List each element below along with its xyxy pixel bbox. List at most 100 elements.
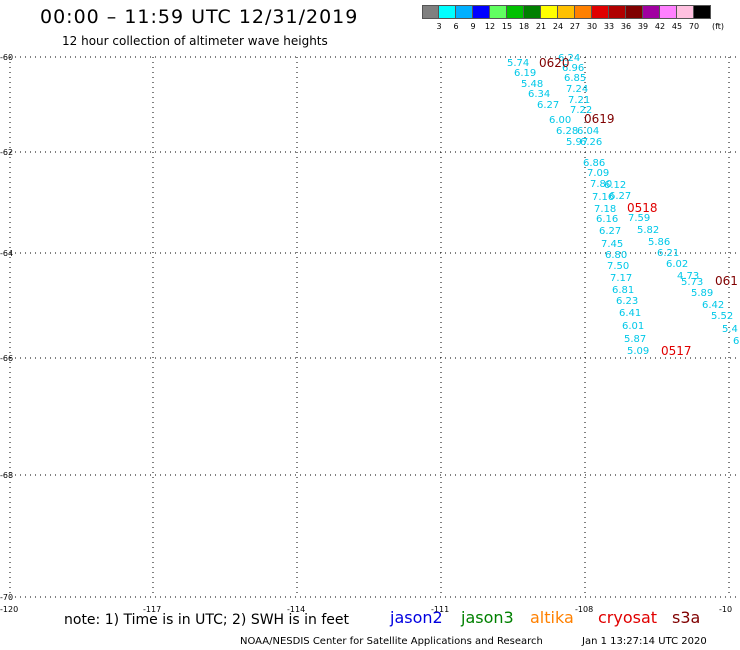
wave-height-value: 5.74 bbox=[507, 58, 529, 69]
color-scale-label: 24 bbox=[552, 22, 564, 31]
color-scale-swatch bbox=[490, 5, 507, 19]
color-scale-label: 21 bbox=[535, 22, 547, 31]
wave-height-value: 6.96 bbox=[562, 63, 584, 74]
wave-height-value: 4.73 bbox=[677, 271, 699, 282]
color-scale-swatch bbox=[422, 5, 439, 19]
wave-height-value: 6.26 bbox=[580, 137, 602, 148]
wave-height-value: 5.48 bbox=[521, 79, 543, 90]
track-time-label: 0619 bbox=[584, 112, 615, 126]
track-time-label: 0517 bbox=[661, 344, 692, 358]
wave-height-value: 6.04 bbox=[577, 126, 599, 137]
color-scale-label: 15 bbox=[501, 22, 513, 31]
wave-height-value: 7.16 bbox=[592, 192, 614, 203]
wave-height-value: 6.00 bbox=[549, 115, 571, 126]
color-scale-swatch bbox=[456, 5, 473, 19]
color-scale-swatch bbox=[439, 5, 456, 19]
color-scale-swatch bbox=[626, 5, 643, 19]
satellite-legend-s3a: s3a bbox=[672, 608, 701, 627]
generated-timestamp: Jan 1 13:27:14 UTC 2020 bbox=[582, 636, 707, 647]
credit-line: NOAA/NESDIS Center for Satellite Applica… bbox=[240, 636, 543, 647]
wave-height-value: 5.86 bbox=[648, 237, 670, 248]
satellite-legend-jason2: jason2 bbox=[390, 608, 443, 627]
color-scale-label: 12 bbox=[484, 22, 496, 31]
color-scale-label: 45 bbox=[671, 22, 683, 31]
wave-height-value: 6 bbox=[733, 336, 739, 347]
wave-height-value: 6.80 bbox=[605, 250, 627, 261]
color-scale-swatch bbox=[592, 5, 609, 19]
longitude-label: -108 bbox=[575, 605, 593, 614]
wave-height-value: 6.12 bbox=[604, 180, 626, 191]
wave-height-value: 5.52 bbox=[711, 311, 733, 322]
wave-height-value: 6.23 bbox=[616, 296, 638, 307]
satellite-legend-altika: altika bbox=[530, 608, 574, 627]
longitude-label: -111 bbox=[431, 605, 449, 614]
wave-height-value: 7.18 bbox=[594, 204, 616, 215]
latitude-label: -62 bbox=[0, 148, 13, 157]
wave-height-value: 7.09 bbox=[587, 168, 609, 179]
longitude-label: -120 bbox=[0, 605, 18, 614]
wave-height-value: 7.45 bbox=[601, 239, 623, 250]
wave-height-value: 7.21 bbox=[568, 95, 590, 106]
color-scale-label: 42 bbox=[654, 22, 666, 31]
wave-height-value: 5.82 bbox=[637, 225, 659, 236]
color-scale-label: 18 bbox=[518, 22, 530, 31]
wave-height-value: 5.87 bbox=[624, 334, 646, 345]
color-scale-label: 70 bbox=[688, 22, 700, 31]
longitude-label: -10 bbox=[719, 605, 732, 614]
wave-height-value: 6.42 bbox=[702, 300, 724, 311]
wave-height-value: 5.4 bbox=[722, 324, 738, 335]
color-scale-swatch bbox=[575, 5, 592, 19]
color-scale-swatch bbox=[541, 5, 558, 19]
wave-height-value: 7.24 bbox=[566, 84, 588, 95]
wave-height-value: 6.27 bbox=[537, 100, 559, 111]
wave-height-value: 7.17 bbox=[610, 273, 632, 284]
longitude-label: -114 bbox=[287, 605, 305, 614]
color-scale-swatch bbox=[609, 5, 626, 19]
track-labels: 0620 0619 0518 0517 061 bbox=[539, 56, 738, 358]
wave-height-value: 6.21 bbox=[657, 248, 679, 259]
color-scale-label: 6 bbox=[453, 22, 459, 31]
longitude-label: -117 bbox=[143, 605, 161, 614]
color-scale-swatch bbox=[694, 5, 711, 19]
wave-height-value: 6.24 bbox=[558, 53, 580, 64]
map-title: 00:00 – 11:59 UTC 12/31/2019 bbox=[40, 6, 359, 28]
wave-height-value: 6.81 bbox=[612, 285, 634, 296]
color-scale-label: 30 bbox=[586, 22, 598, 31]
wave-height-value: 5.73 bbox=[681, 277, 703, 288]
wave-height-value: 7.59 bbox=[628, 213, 650, 224]
color-scale-label: 9 bbox=[470, 22, 476, 31]
wave-height-value: 6.27 bbox=[599, 226, 621, 237]
color-scale-label: 27 bbox=[569, 22, 581, 31]
wave-height-value: 6.28 bbox=[556, 126, 578, 137]
color-scale-swatch bbox=[524, 5, 541, 19]
color-scale-labels: 3 6 9 12 15 18 21 24 27 30 33 36 39 42 45 70 bbox=[422, 22, 740, 34]
track-time-label: 0620 bbox=[539, 56, 570, 70]
satellite-legend-jason3: jason3 bbox=[461, 608, 514, 627]
latitude-label: -64 bbox=[0, 249, 13, 258]
color-scale-swatch bbox=[677, 5, 694, 19]
color-scale-label: 3 bbox=[436, 22, 442, 31]
map-subtitle: 12 hour collection of altimeter wave hei… bbox=[62, 34, 328, 48]
graticule bbox=[9, 56, 740, 598]
wave-height-values: 5.746.195.486.346.276.246.966.857.247.21… bbox=[507, 53, 739, 357]
latitude-label: -66 bbox=[0, 354, 13, 363]
color-scale-swatch bbox=[507, 5, 524, 19]
wave-height-value: 7.22 bbox=[570, 105, 592, 116]
wave-height-value: 6.41 bbox=[619, 308, 641, 319]
color-scale-label: 39 bbox=[637, 22, 649, 31]
wave-height-value: 5.97 bbox=[566, 137, 588, 148]
color-scale-swatch bbox=[473, 5, 490, 19]
wave-height-value: 6.16 bbox=[596, 214, 618, 225]
track-time-label: 061 bbox=[715, 274, 738, 288]
latitude-label: -68 bbox=[0, 471, 13, 480]
axis-labels: -60 -62 -64 -66 -68 -70 -120 -117 -114 -111 -108 -1… bbox=[0, 53, 732, 614]
latitude-label: -60 bbox=[0, 53, 13, 62]
wave-height-value: 5.09 bbox=[627, 346, 649, 357]
wave-height-value: 6.34 bbox=[528, 89, 550, 100]
color-scale-unit: (ft) bbox=[712, 22, 725, 31]
wave-height-value: 7.80 bbox=[590, 179, 612, 190]
color-scale-swatch bbox=[643, 5, 660, 19]
color-scale-swatch bbox=[660, 5, 677, 19]
color-scale-swatch bbox=[558, 5, 575, 19]
